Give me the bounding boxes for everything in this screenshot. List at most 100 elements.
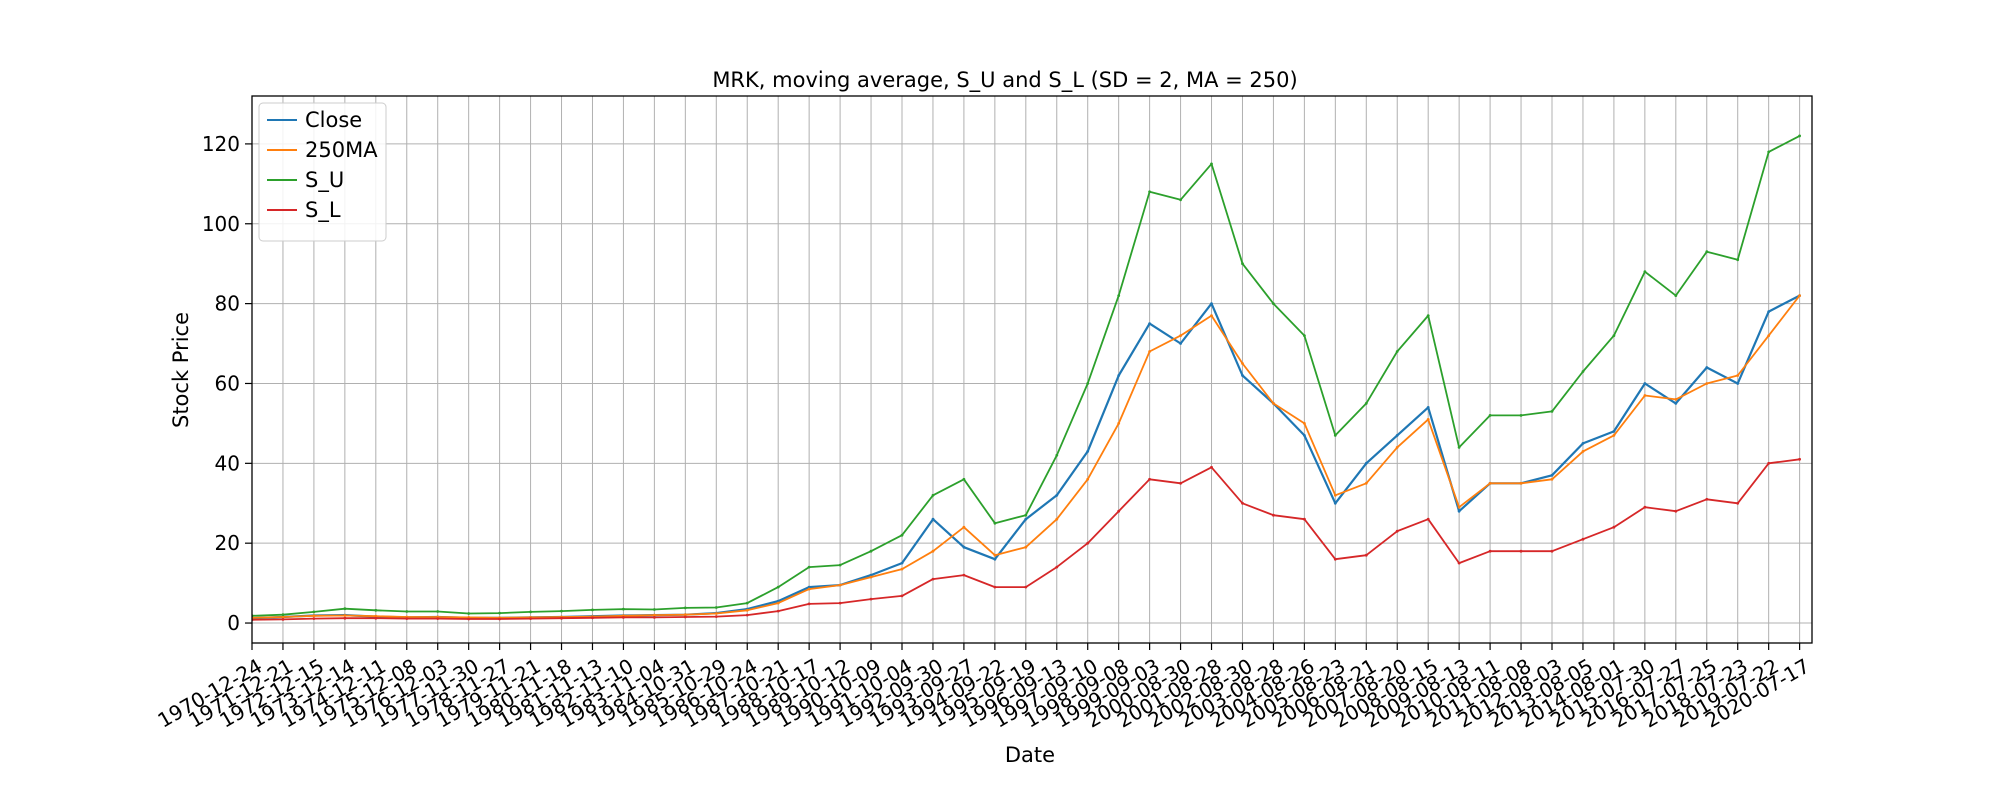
- legend-box: [258, 102, 387, 242]
- data-point-250ma: [1519, 481, 1523, 485]
- series-s-l: [252, 457, 1801, 622]
- legend: Close 250MA S_U S_L: [258, 102, 387, 242]
- data-point-s-u: [1179, 198, 1182, 202]
- data-point-250ma: [1705, 382, 1709, 385]
- data-point-250ma: [1798, 294, 1801, 297]
- data-point-s-l: [1612, 525, 1616, 529]
- data-point-close: [1055, 493, 1059, 497]
- data-point-s-l: [683, 615, 687, 619]
- data-point-250ma: [312, 614, 316, 618]
- data-point-s-u: [1055, 453, 1059, 457]
- data-point-s-l: [467, 617, 471, 621]
- data-point-s-u: [281, 613, 285, 617]
- data-point-250ma: [653, 613, 656, 617]
- data-point-close: [1364, 461, 1368, 465]
- data-point-s-l: [1488, 549, 1492, 553]
- data-point-s-l: [1581, 537, 1585, 541]
- data-point-s-l: [1210, 465, 1213, 469]
- data-point-s-u: [1303, 334, 1306, 337]
- series-layer: [252, 134, 1801, 622]
- data-point-s-l: [281, 618, 285, 621]
- data-point-close: [1024, 517, 1028, 521]
- data-point-250ma: [683, 613, 687, 617]
- data-point-250ma: [900, 567, 904, 571]
- data-point-s-u: [653, 608, 656, 611]
- data-point-250ma: [1333, 493, 1337, 497]
- data-point-close: [1550, 473, 1554, 477]
- data-point-s-u: [1086, 382, 1090, 385]
- data-point-s-u: [1395, 350, 1399, 353]
- x-axis: 1970-12-241971-12-211972-12-151973-12-14…: [153, 643, 1814, 733]
- data-point-s-l: [993, 585, 997, 589]
- series-250ma: [252, 294, 1801, 620]
- data-point-250ma: [1488, 481, 1492, 485]
- data-point-s-l: [436, 617, 440, 620]
- data-point-250ma: [1736, 374, 1740, 377]
- data-point-s-l: [1705, 497, 1709, 501]
- data-point-s-u: [1736, 258, 1740, 262]
- data-point-close: [1179, 342, 1182, 345]
- data-point-250ma: [281, 615, 285, 619]
- data-point-s-u: [405, 610, 409, 613]
- data-point-250ma: [776, 601, 780, 605]
- data-point-250ma: [869, 575, 873, 579]
- data-point-s-u: [1612, 334, 1616, 337]
- data-point-s-u: [343, 607, 347, 611]
- data-point-250ma: [962, 525, 966, 529]
- data-point-250ma: [374, 614, 378, 618]
- data-point-s-u: [1241, 262, 1244, 266]
- data-point-s-u: [838, 563, 842, 567]
- data-point-250ma: [343, 614, 347, 617]
- data-point-s-u: [1024, 513, 1028, 517]
- data-point-s-u: [1117, 294, 1121, 297]
- series-s-u: [252, 134, 1801, 618]
- data-point-s-u: [436, 610, 440, 613]
- data-point-s-u: [1426, 314, 1430, 317]
- data-point-s-l: [560, 616, 563, 620]
- data-point-s-l: [405, 617, 409, 620]
- data-point-250ma: [1303, 422, 1306, 425]
- data-point-s-l: [1519, 549, 1523, 553]
- y-tick-label: 100: [202, 212, 240, 236]
- data-point-close: [1612, 430, 1616, 433]
- data-point-s-u: [962, 477, 966, 481]
- data-point-close: [1241, 374, 1244, 377]
- data-point-s-l: [776, 609, 780, 613]
- data-point-250ma: [1674, 398, 1678, 401]
- data-point-s-l: [343, 616, 347, 620]
- data-point-close: [1210, 302, 1213, 305]
- data-point-s-l: [1457, 561, 1461, 565]
- data-point-s-l: [1767, 461, 1771, 465]
- y-tick-label: 80: [215, 292, 240, 316]
- data-point-s-u: [498, 611, 501, 615]
- data-point-s-l: [807, 602, 811, 606]
- chart-title: MRK, moving average, S_U and S_L (SD = 2…: [712, 68, 1297, 93]
- data-point-s-u: [1148, 190, 1151, 194]
- data-point-250ma: [1364, 481, 1368, 485]
- data-point-close: [869, 573, 873, 577]
- data-point-s-l: [498, 617, 501, 621]
- data-point-s-u: [776, 585, 780, 589]
- data-point-s-l: [1426, 517, 1430, 521]
- data-point-s-l: [1364, 553, 1368, 557]
- data-point-close: [1148, 322, 1151, 325]
- data-point-close: [1457, 509, 1461, 513]
- data-point-s-l: [1643, 505, 1647, 509]
- data-point-250ma: [1767, 334, 1771, 337]
- data-point-s-u: [1488, 414, 1492, 417]
- data-point-s-u: [312, 610, 316, 614]
- data-point-250ma: [1241, 362, 1244, 365]
- data-point-s-l: [1148, 477, 1151, 481]
- data-point-s-u: [714, 606, 718, 609]
- data-point-close: [1581, 442, 1585, 445]
- data-point-close: [1426, 406, 1430, 409]
- data-point-s-l: [1179, 481, 1182, 485]
- legend-label-250ma: 250MA: [305, 138, 378, 162]
- data-point-close: [900, 561, 904, 565]
- y-axis: 0 20 40 60 80 100 120: [202, 132, 252, 635]
- data-point-close: [993, 557, 997, 561]
- data-point-s-l: [1674, 509, 1678, 513]
- y-tick-label: 60: [215, 371, 240, 395]
- data-point-s-l: [1086, 541, 1090, 545]
